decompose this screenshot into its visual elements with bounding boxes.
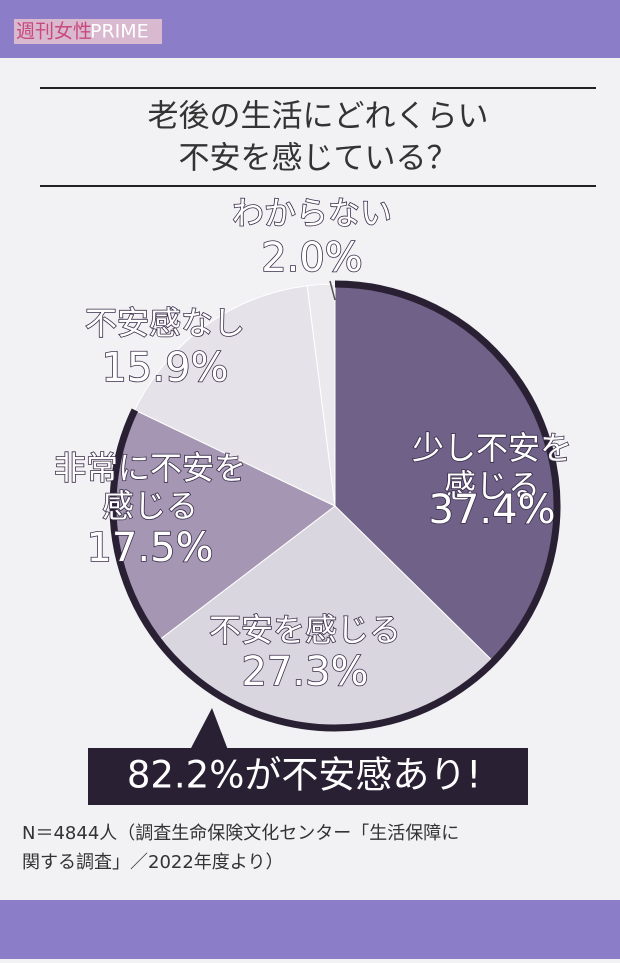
logo-box xyxy=(14,19,162,44)
value-label: 2.0% xyxy=(261,235,363,281)
note: 関する調査」／2022年度より） xyxy=(22,852,283,873)
value-label: 27.3% xyxy=(241,649,368,695)
logo-latin: PRIME xyxy=(90,21,149,43)
footer-band xyxy=(0,900,620,959)
pie-slice xyxy=(306,283,336,507)
slice-label: 非常に不安を xyxy=(54,449,246,487)
annotation: 82.2%が不安感あり! xyxy=(127,754,481,797)
chart-title: 老後の生活にどれくらい xyxy=(148,99,489,135)
pie-slice xyxy=(134,285,336,507)
outline-arc xyxy=(109,280,561,732)
value-label: 17.5% xyxy=(86,525,213,571)
slice-label: 感じる xyxy=(444,467,540,505)
slice-label: 少し不安を xyxy=(412,429,572,467)
logo-kanji: 週刊女性 xyxy=(16,21,92,43)
slice-label: 感じる xyxy=(102,487,198,525)
slice-label: 不安感なし xyxy=(85,304,245,342)
pie: 少し不安を感じる37.4%不安を感じる27.3%非常に不安を感じる17.5%不安… xyxy=(53,193,573,732)
leader-line xyxy=(329,280,336,301)
callout-pointer xyxy=(190,708,228,750)
note: N＝4844人（調査生命保険文化センター「生活保障に xyxy=(22,823,459,844)
slice-label: わからない xyxy=(232,194,392,232)
value-label: 37.4% xyxy=(428,487,555,533)
chart-title: 不安を感じている？ xyxy=(179,141,458,177)
slice-label: 不安を感じる xyxy=(209,611,401,649)
value-label: 15.9% xyxy=(101,345,228,391)
callout-box xyxy=(88,748,528,805)
